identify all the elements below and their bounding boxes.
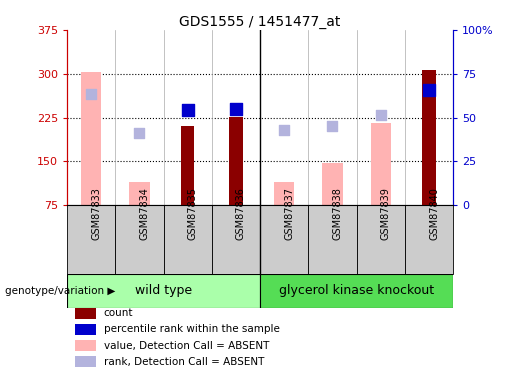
Title: GDS1555 / 1451477_at: GDS1555 / 1451477_at xyxy=(179,15,341,29)
Bar xyxy=(274,182,295,205)
Text: glycerol kinase knockout: glycerol kinase knockout xyxy=(279,284,434,297)
Text: value, Detection Call = ABSENT: value, Detection Call = ABSENT xyxy=(104,340,269,351)
Bar xyxy=(308,205,356,274)
Bar xyxy=(163,205,212,274)
Bar xyxy=(212,205,260,274)
Text: GSM87837: GSM87837 xyxy=(284,187,294,240)
Point xyxy=(87,91,95,97)
Text: GSM87834: GSM87834 xyxy=(140,187,149,240)
Point xyxy=(329,123,337,129)
Bar xyxy=(75,308,96,319)
Point xyxy=(425,87,433,93)
Bar xyxy=(67,205,115,274)
Text: rank, Detection Call = ABSENT: rank, Detection Call = ABSENT xyxy=(104,357,264,366)
Text: GSM87835: GSM87835 xyxy=(187,187,198,240)
Bar xyxy=(322,163,342,205)
Bar xyxy=(422,70,436,205)
Text: percentile rank within the sample: percentile rank within the sample xyxy=(104,324,280,334)
Point xyxy=(232,106,240,112)
Point xyxy=(135,130,144,136)
Bar xyxy=(260,205,308,274)
Bar xyxy=(75,356,96,367)
Text: GSM87840: GSM87840 xyxy=(429,187,439,240)
Text: GSM87838: GSM87838 xyxy=(333,187,342,240)
Bar xyxy=(75,340,96,351)
Bar xyxy=(129,182,149,205)
Bar xyxy=(115,205,163,274)
Text: GSM87833: GSM87833 xyxy=(91,187,101,240)
Bar xyxy=(181,126,195,205)
Bar xyxy=(260,274,453,308)
Text: GSM87839: GSM87839 xyxy=(381,187,391,240)
Bar xyxy=(75,324,96,335)
Point xyxy=(183,107,192,113)
Text: wild type: wild type xyxy=(135,284,192,297)
Bar xyxy=(356,205,405,274)
Bar xyxy=(67,274,260,308)
Text: GSM87836: GSM87836 xyxy=(236,187,246,240)
Text: count: count xyxy=(104,309,133,318)
Bar xyxy=(229,117,243,205)
Bar xyxy=(371,123,391,205)
Bar xyxy=(405,205,453,274)
Point xyxy=(280,128,288,134)
Text: genotype/variation ▶: genotype/variation ▶ xyxy=(5,286,115,296)
Point xyxy=(376,112,385,118)
Bar xyxy=(81,72,101,205)
